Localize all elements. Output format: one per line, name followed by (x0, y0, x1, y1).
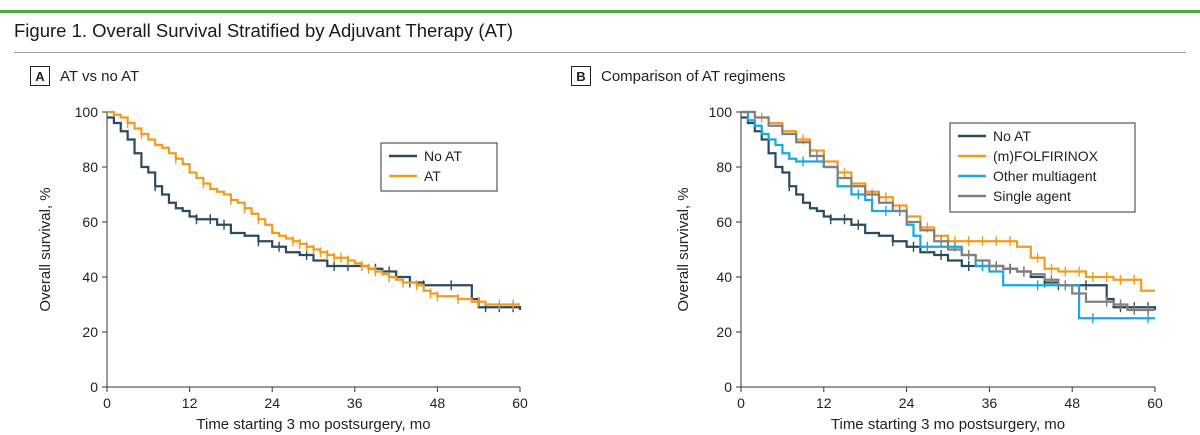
y-axis-label: Overall survival, % (675, 187, 692, 311)
figure-accent-bar (0, 10, 1200, 13)
y-tick-label: 40 (716, 269, 732, 285)
panel-a-badge: A (30, 66, 50, 86)
x-tick-label: 0 (103, 395, 111, 411)
panel-a-title: AT vs no AT (60, 67, 140, 85)
x-tick-label: 60 (1147, 395, 1163, 411)
x-tick-label: 48 (1064, 395, 1080, 411)
legend-item: No AT (389, 148, 462, 164)
legend-label: Other multiagent (993, 168, 1097, 184)
survival-curve (107, 110, 520, 306)
y-tick-label: 80 (716, 159, 732, 175)
legend-item: No AT (958, 128, 1031, 144)
x-tick-label: 48 (430, 395, 446, 411)
chart-a: 0 20 40 60 80 100 0 12 24 36 48 60 Time starting 3 m… (37, 104, 528, 433)
legend-label: No AT (424, 148, 462, 164)
y-tick-label: 20 (716, 324, 732, 340)
y-tick-label: 20 (82, 324, 98, 340)
legend: No AT (m)FOLFIRINOX Other multiagent Single… (949, 122, 1136, 213)
legend-label: (m)FOLFIRINOX (993, 148, 1099, 164)
x-tick-label: 36 (347, 395, 363, 411)
y-tick-label: 0 (724, 379, 732, 395)
x-tick-label: 12 (182, 395, 198, 411)
legend-item: (m)FOLFIRINOX (958, 148, 1099, 164)
panel-b-header: B Comparison of AT regimens (571, 66, 786, 86)
y-tick-label: 100 (75, 104, 99, 120)
y-tick-label: 60 (716, 214, 732, 230)
series-single-agent (741, 110, 1155, 315)
legend-box (380, 142, 498, 192)
legend-item: Other multiagent (958, 168, 1097, 184)
y-tick-label: 100 (709, 104, 733, 120)
x-tick-label: 24 (264, 395, 280, 411)
chart-b: 0 20 40 60 80 100 0 12 24 36 48 60 Time starting 3 m… (675, 104, 1163, 433)
legend-label: Single agent (993, 188, 1071, 204)
series-at (107, 110, 520, 310)
x-tick-label: 0 (737, 395, 745, 411)
y-tick-label: 60 (82, 214, 98, 230)
y-tick-label: 0 (90, 379, 98, 395)
x-tick-label: 36 (982, 395, 998, 411)
legend-item: Single agent (958, 188, 1071, 204)
x-axis-label: Time starting 3 mo postsurgery, mo (831, 416, 1065, 433)
legend-item: AT (389, 168, 441, 184)
panel-a-header: A AT vs no AT (30, 66, 139, 86)
figure-title: Figure 1. Overall Survival Stratified by… (14, 20, 514, 41)
x-axis-label: Time starting 3 mo postsurgery, mo (196, 416, 430, 433)
x-tick-label: 24 (899, 395, 915, 411)
y-tick-label: 40 (82, 269, 98, 285)
y-axis-label: Overall survival, % (37, 187, 54, 311)
legend-label: No AT (993, 128, 1031, 144)
x-tick-label: 60 (512, 395, 528, 411)
x-tick-label: 12 (816, 395, 832, 411)
legend: No AT AT (380, 142, 498, 192)
title-divider (14, 52, 1186, 53)
y-tick-label: 80 (82, 159, 98, 175)
panel-b-badge: B (571, 66, 591, 86)
panel-b-title: Comparison of AT regimens (601, 67, 786, 85)
legend-label: AT (424, 168, 441, 184)
